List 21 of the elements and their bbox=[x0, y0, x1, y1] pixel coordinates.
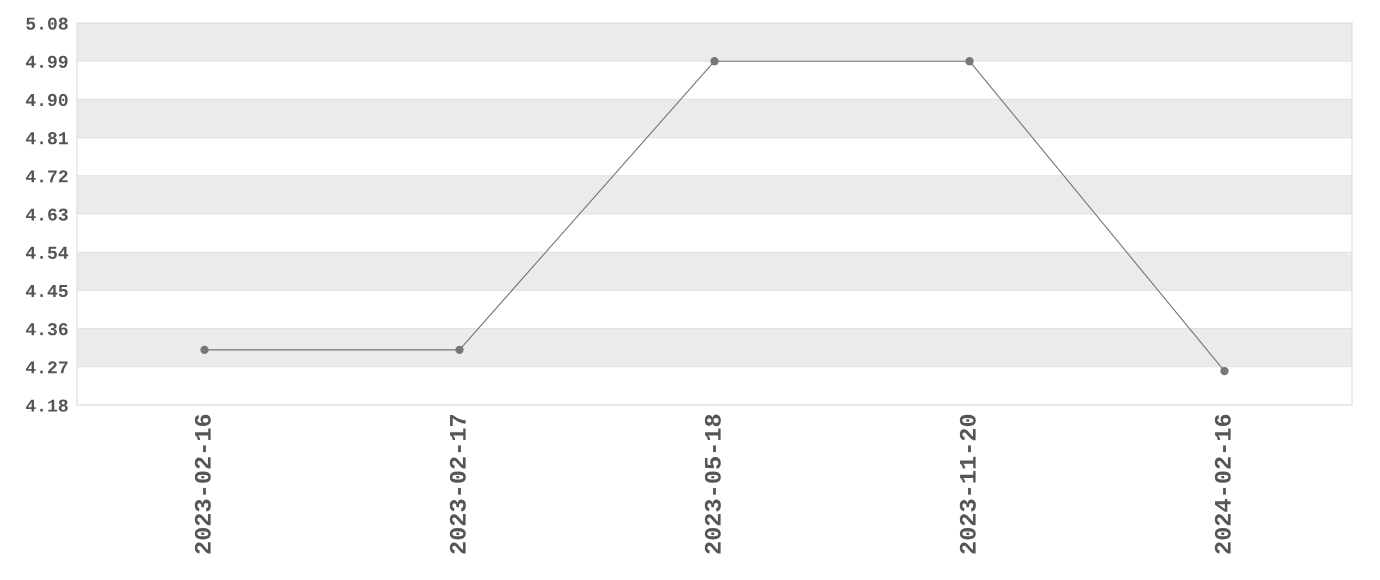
y-tick-label: 4.27 bbox=[25, 361, 68, 374]
point bbox=[965, 57, 974, 66]
y-tick-label: 4.72 bbox=[25, 170, 68, 183]
y-tick-label: 4.81 bbox=[25, 132, 68, 145]
point bbox=[200, 345, 209, 354]
x-tick-label: 2023-05-18 bbox=[704, 414, 721, 554]
y-tick-label: 4.45 bbox=[25, 285, 68, 298]
y-tick-label: 4.18 bbox=[25, 399, 68, 412]
x-tick-label: 2023-11-20 bbox=[959, 414, 976, 554]
x-tick-label: 2024-02-16 bbox=[1214, 414, 1231, 554]
y-tick-label: 5.08 bbox=[26, 17, 68, 30]
y-tick-label: 4.90 bbox=[25, 93, 68, 107]
y-tick-label: 4.63 bbox=[25, 208, 68, 221]
y-tick-label: 4.36 bbox=[25, 323, 68, 336]
y-tick-label: 4.99 bbox=[25, 55, 68, 68]
x-tick-label: 2023-02-17 bbox=[449, 414, 466, 554]
y-tick-label: 4.54 bbox=[25, 246, 69, 259]
x-tick-label: 2023-02-16 bbox=[194, 414, 211, 554]
point bbox=[1220, 366, 1229, 376]
point bbox=[455, 345, 464, 354]
point bbox=[710, 57, 719, 66]
